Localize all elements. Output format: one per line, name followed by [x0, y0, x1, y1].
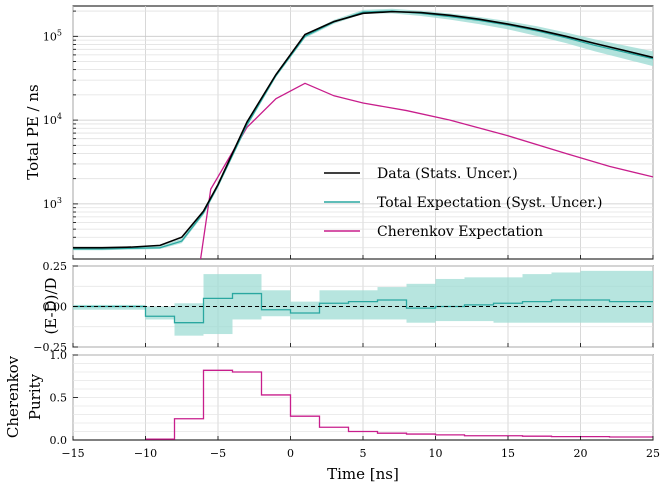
residual-band-bin	[638, 270, 653, 323]
cherenkov-expectation-line	[199, 82, 653, 259]
residual-band-bin	[290, 301, 320, 320]
x-tick-label: −15	[61, 447, 84, 460]
y-tick-label-bot: 0.5	[50, 392, 68, 405]
middle-ylabel: (E-D)/D	[42, 277, 60, 334]
residual-band-bin	[319, 290, 349, 320]
grid-lines	[72, 6, 654, 440]
y-tick-label-bot: 1.0	[50, 349, 68, 362]
residual-band-bin	[377, 287, 407, 320]
x-tick-label: −5	[210, 447, 226, 460]
residual-band-bin	[203, 274, 233, 335]
residual-band-bin	[174, 303, 204, 336]
y-tick-label-mid: 0.25	[43, 260, 68, 273]
residual-step-line	[73, 292, 653, 324]
x-tick-label: 25	[646, 447, 660, 460]
residual-band-bin	[580, 270, 610, 323]
x-tick-label: 5	[360, 447, 367, 460]
legend-label-total-expectation: Total Expectation (Syst. Uncer.)	[377, 195, 602, 211]
residual-band-bin	[102, 304, 131, 310]
bottom-ylabel-line1: Cherenkov	[4, 355, 22, 438]
residual-band-bin	[435, 278, 465, 322]
residual-band-bin	[73, 304, 102, 310]
y-tick-label-top: 103	[43, 196, 62, 211]
y-tick-label-top: 105	[43, 28, 62, 43]
residual-band-bin	[406, 283, 436, 323]
y-tick-label-mid: −0.25	[33, 341, 67, 354]
top-ylabel: Total PE / ns	[24, 84, 42, 179]
residual-band-bin	[464, 277, 494, 322]
y-tick-label-top: 104	[43, 112, 62, 127]
residual-band-bin	[522, 274, 552, 323]
residual-band-bin	[493, 277, 523, 323]
residual-band-bin	[551, 272, 581, 323]
residual-band-bin	[261, 290, 291, 317]
series-lines	[73, 10, 653, 440]
legend-label-cherenkov: Cherenkov Expectation	[377, 224, 543, 240]
purity-step-line	[145, 369, 653, 440]
x-tick-label: 0	[287, 447, 294, 460]
residual-band-bin	[232, 274, 262, 320]
residual-band-bin	[609, 270, 639, 323]
residual-band-bin	[348, 290, 378, 320]
x-tick-label: 10	[429, 447, 443, 460]
y-tick-label-bot: 0.0	[50, 434, 68, 447]
residual-band-bin	[131, 304, 146, 310]
residual-band-bin	[145, 306, 175, 320]
x-tick-label: 15	[501, 447, 515, 460]
y-tick-label-mid: 0.00	[43, 301, 68, 314]
legend-label-data: Data (Stats. Uncer.)	[377, 166, 518, 182]
x-tick-label: 20	[574, 447, 588, 460]
x-axis-label: Time [ns]	[327, 465, 399, 483]
uncertainty-bands	[73, 8, 653, 336]
x-tick-label: −10	[134, 447, 157, 460]
bottom-ylabel-line2: Purity	[26, 373, 44, 420]
legend: Data (Stats. Uncer.) Total Expectation (…	[324, 166, 602, 240]
data-line	[73, 10, 653, 249]
